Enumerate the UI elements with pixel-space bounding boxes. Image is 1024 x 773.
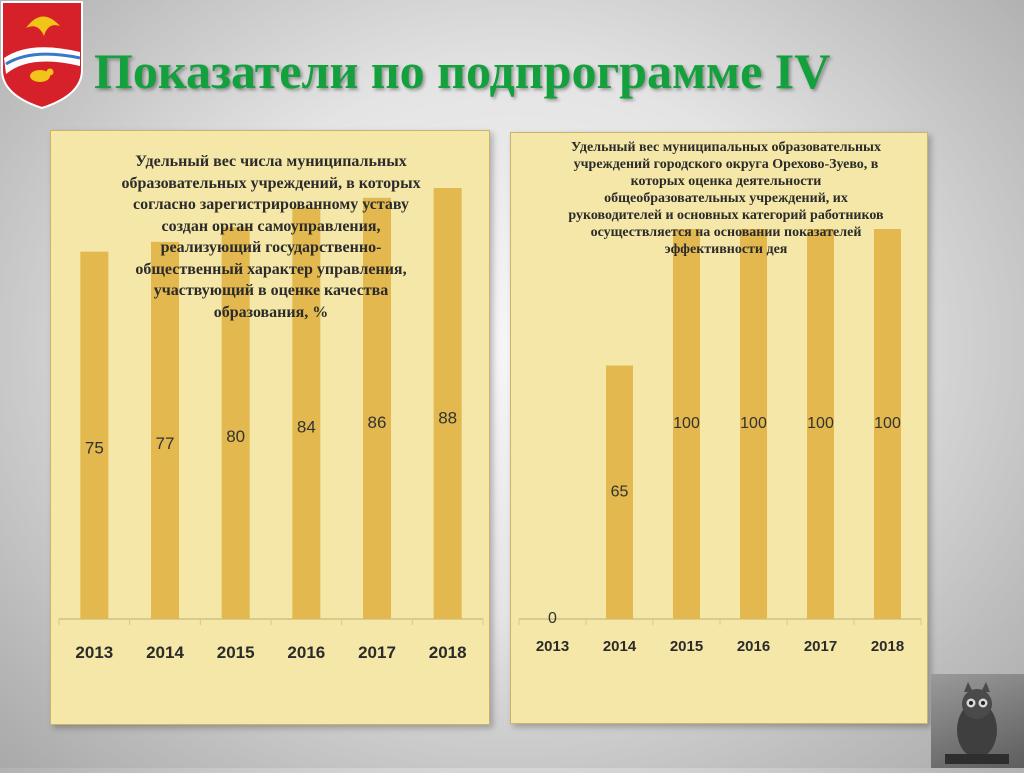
owl-icon (931, 674, 1024, 768)
chart-0-category-2016: 2016 (287, 643, 325, 662)
chart-1-category-2015: 2015 (670, 638, 703, 655)
chart-left-title: Удельный вес числа муниципальных образов… (121, 153, 421, 321)
chart-0-bar-2016 (292, 207, 321, 619)
chart-0-data-label-2016: 84 (297, 418, 316, 437)
chart-0-category-2018: 2018 (429, 643, 467, 662)
chart-0-data-label-2015: 80 (226, 427, 245, 446)
chart-1-data-label-2018: 100 (874, 415, 901, 432)
chart-1-category-2017: 2017 (804, 638, 837, 655)
chart-0-bar-2014 (151, 241, 179, 619)
chart-0-category-2017: 2017 (358, 643, 396, 662)
chart-1-data-label-2014: 65 (611, 483, 629, 500)
chart-1-data-label-2015: 100 (673, 415, 700, 432)
chart-1-data-label-2017: 100 (807, 415, 834, 432)
chart-1-bar-2014 (606, 365, 633, 619)
chart-1-category-2014: 2014 (603, 638, 637, 655)
coat-of-arms-icon (1, 1, 83, 110)
chart-1-data-label-2016: 100 (740, 415, 767, 432)
chart-0-bar-2018 (433, 188, 462, 619)
chart-0-bar-2015 (221, 227, 250, 619)
chart-0-category-2015: 2015 (217, 643, 255, 662)
chart-left: 75 2013 77 2014 80 2015 84 2016 86 2017 88 2018 (58, 188, 484, 662)
chart-right: 0 2013 65 2014 100 2015 100 2016 100 2017 100 2018 (518, 229, 922, 655)
chart-0-category-2013: 2013 (75, 643, 113, 662)
chart-0-data-label-2014: 77 (156, 434, 175, 453)
chart-0-data-label-2013: 75 (85, 438, 104, 457)
chart-0-bar-2017 (363, 197, 391, 619)
slide-title: Показатели по подпрограмме IV (94, 43, 831, 99)
chart-panel-right: 0 2013 65 2014 100 2015 100 2016 100 2017 100 2018 … (510, 132, 928, 724)
chart-1-category-2016: 2016 (737, 638, 770, 655)
chart-right-title: Удельный вес муниципальных образовательн… (568, 140, 884, 257)
chart-0-category-2014: 2014 (146, 643, 184, 662)
chart-1-data-label-2013: 0 (548, 610, 557, 627)
chart-1-bar-2018 (874, 229, 901, 619)
chart-0-data-label-2017: 86 (368, 413, 387, 432)
chart-0-data-label-2018: 88 (438, 408, 457, 427)
chart-1-bar-2015 (673, 229, 700, 619)
chart-1-bar-2016 (740, 229, 767, 619)
chart-1-category-2013: 2013 (536, 638, 569, 655)
chart-panel-left: 75 2013 77 2014 80 2015 84 2016 86 2017 88 2018 Уде… (50, 130, 490, 725)
chart-0-bar-2013 (80, 251, 109, 619)
chart-1-bar-2017 (807, 229, 834, 619)
chart-1-category-2018: 2018 (871, 638, 904, 655)
